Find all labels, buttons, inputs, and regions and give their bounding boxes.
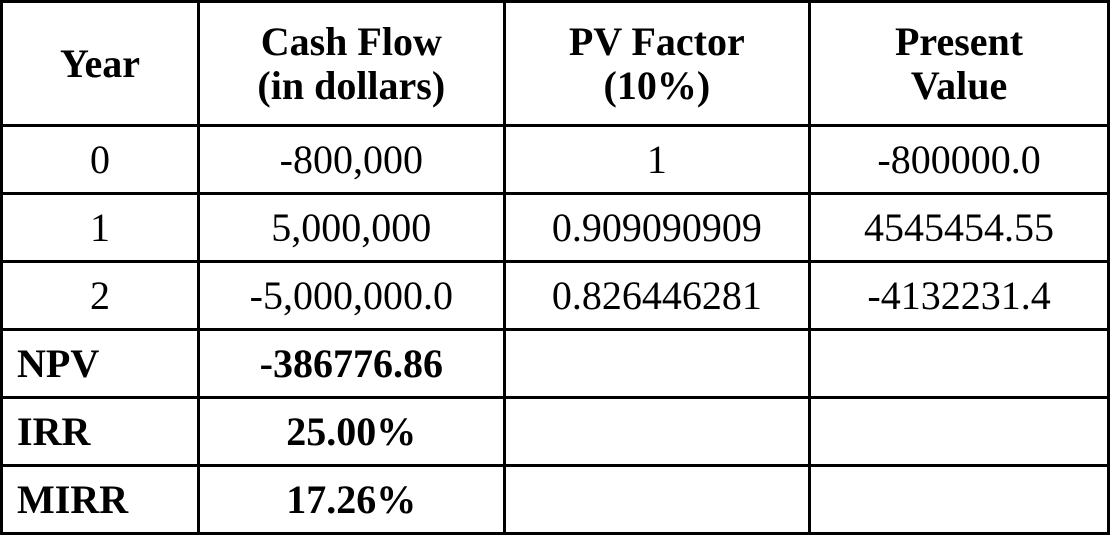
- col-header-year-line1: Year: [60, 41, 140, 86]
- cell-cashflow: 5,000,000: [199, 194, 505, 262]
- empty-cell: [810, 466, 1109, 534]
- cell-presentvalue: -800000.0: [810, 126, 1109, 194]
- table-header-row: Year Cash Flow (in dollars) PV Factor (1…: [2, 2, 1109, 126]
- cell-year: 1: [2, 194, 199, 262]
- cell-cashflow: -5,000,000.0: [199, 262, 505, 330]
- summary-row-mirr: MIRR 17.26%: [2, 466, 1109, 534]
- empty-cell: [504, 330, 810, 398]
- col-header-presentvalue: Present Value: [810, 2, 1109, 126]
- col-header-pvfactor: PV Factor (10%): [504, 2, 810, 126]
- col-header-presentvalue-line1: Present: [895, 19, 1023, 64]
- empty-cell: [810, 330, 1109, 398]
- financial-table: Year Cash Flow (in dollars) PV Factor (1…: [0, 0, 1110, 535]
- cell-pvfactor: 0.826446281: [504, 262, 810, 330]
- summary-row-irr: IRR 25.00%: [2, 398, 1109, 466]
- cell-pvfactor: 1: [504, 126, 810, 194]
- col-header-pvfactor-line1: PV Factor: [569, 19, 745, 64]
- summary-label-irr: IRR: [2, 398, 199, 466]
- col-header-cashflow-line1: Cash Flow: [261, 19, 442, 64]
- cell-presentvalue: 4545454.55: [810, 194, 1109, 262]
- col-header-presentvalue-line2: Value: [911, 63, 1007, 108]
- cell-pvfactor: 0.909090909: [504, 194, 810, 262]
- empty-cell: [504, 398, 810, 466]
- summary-label-mirr: MIRR: [2, 466, 199, 534]
- cell-year: 2: [2, 262, 199, 330]
- cell-presentvalue: -4132231.4: [810, 262, 1109, 330]
- table-row: 2 -5,000,000.0 0.826446281 -4132231.4: [2, 262, 1109, 330]
- empty-cell: [504, 466, 810, 534]
- summary-value-irr: 25.00%: [199, 398, 505, 466]
- table-container: Year Cash Flow (in dollars) PV Factor (1…: [0, 0, 1110, 528]
- summary-value-npv: -386776.86: [199, 330, 505, 398]
- summary-value-mirr: 17.26%: [199, 466, 505, 534]
- table-row: 1 5,000,000 0.909090909 4545454.55: [2, 194, 1109, 262]
- col-header-pvfactor-line2: (10%): [604, 63, 711, 108]
- cell-year: 0: [2, 126, 199, 194]
- cell-cashflow: -800,000: [199, 126, 505, 194]
- summary-label-npv: NPV: [2, 330, 199, 398]
- col-header-cashflow-line2: (in dollars): [257, 63, 445, 108]
- summary-row-npv: NPV -386776.86: [2, 330, 1109, 398]
- table-row: 0 -800,000 1 -800000.0: [2, 126, 1109, 194]
- col-header-cashflow: Cash Flow (in dollars): [199, 2, 505, 126]
- empty-cell: [810, 398, 1109, 466]
- col-header-year: Year: [2, 2, 199, 126]
